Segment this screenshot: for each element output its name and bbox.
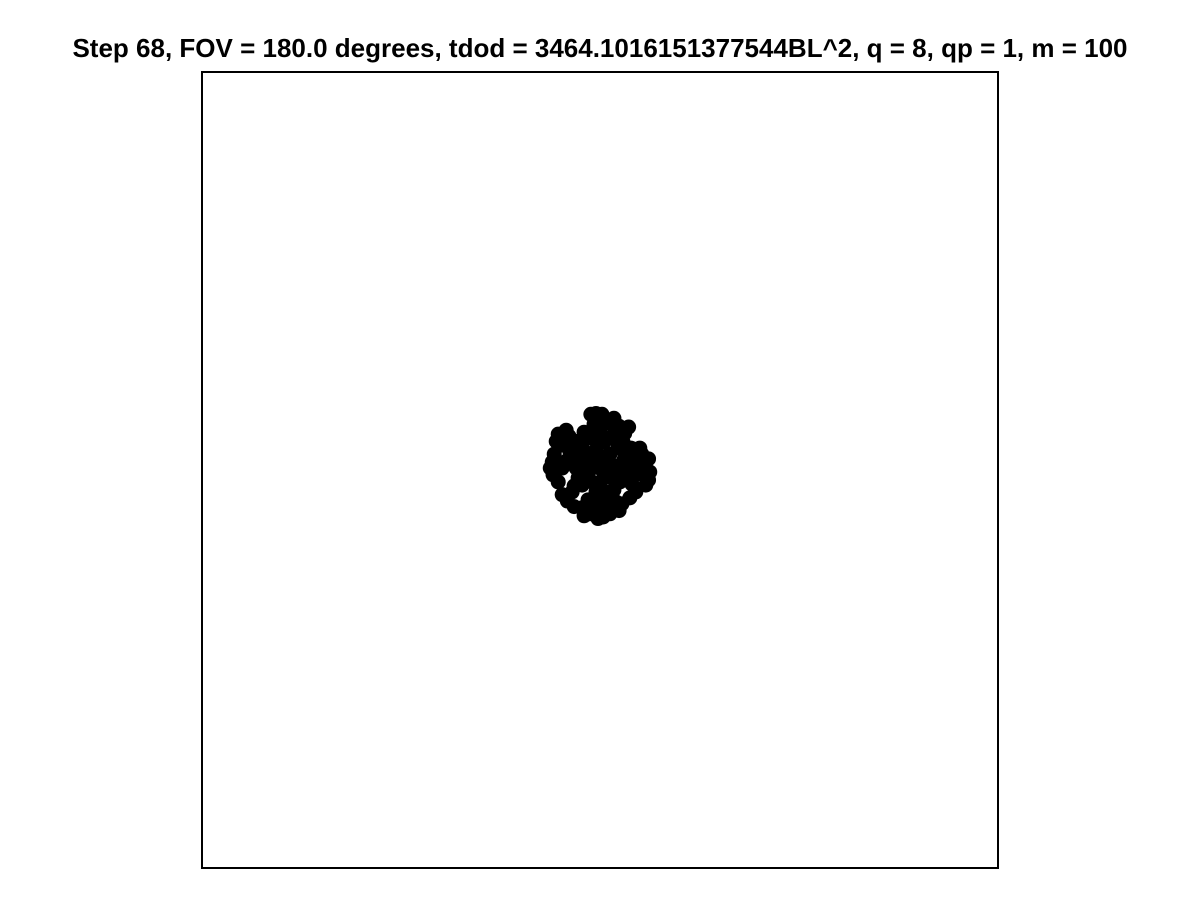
scatter-point <box>554 460 570 476</box>
scatter-point <box>597 414 613 430</box>
scatter-point <box>630 466 646 482</box>
scatter-point <box>592 486 608 502</box>
scatter-point <box>608 494 624 510</box>
scatter-point <box>550 474 566 490</box>
scatter-point <box>570 470 586 486</box>
chart-title: Step 68, FOV = 180.0 degrees, tdod = 346… <box>72 33 1128 63</box>
scatter-point <box>614 424 630 440</box>
scatter-point <box>600 452 616 468</box>
scatter-point <box>632 440 648 456</box>
scatter-point <box>620 444 636 460</box>
scatter-point <box>558 422 574 438</box>
scatter-point <box>618 466 634 482</box>
scatter-point <box>548 433 564 449</box>
plot-frame <box>201 71 999 869</box>
points-layer <box>542 405 658 527</box>
scatter-point <box>566 440 582 456</box>
scatter-point <box>576 424 592 440</box>
scatter-point <box>636 454 652 470</box>
scatter-point <box>564 484 580 500</box>
